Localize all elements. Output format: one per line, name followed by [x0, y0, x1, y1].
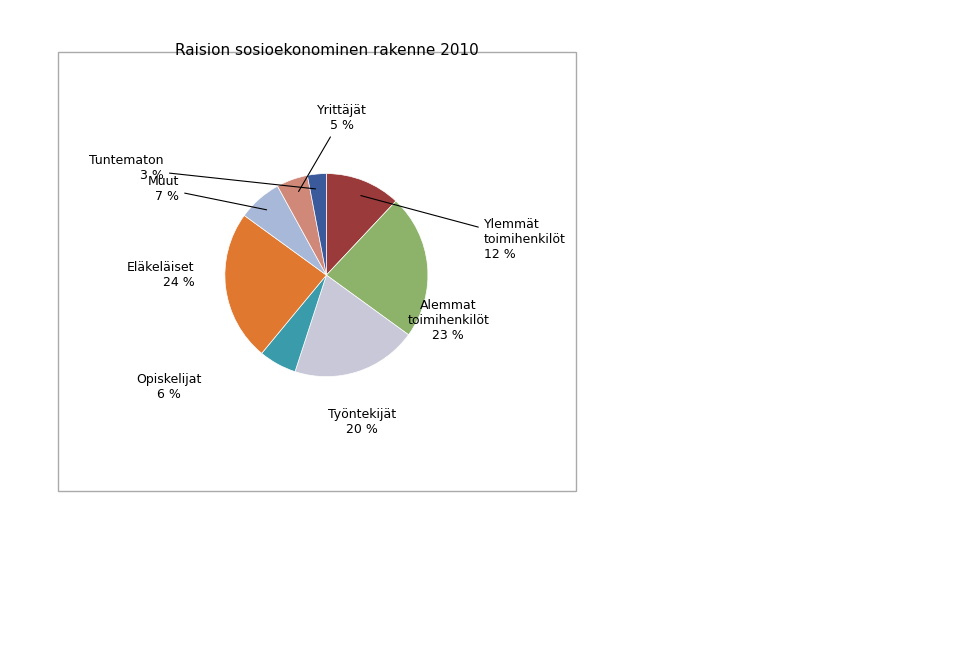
Text: Työntekijät
20 %: Työntekijät 20 % [328, 408, 396, 436]
Text: Alemmat
toimihenkilöt
23 %: Alemmat toimihenkilöt 23 % [407, 299, 490, 343]
Wedge shape [225, 215, 326, 353]
Text: Muut
7 %: Muut 7 % [148, 175, 267, 210]
Wedge shape [244, 186, 326, 275]
Wedge shape [262, 275, 326, 371]
Wedge shape [326, 201, 428, 335]
Wedge shape [295, 275, 409, 377]
Wedge shape [326, 174, 396, 275]
Text: Eläkeläiset
24 %: Eläkeläiset 24 % [127, 261, 195, 289]
Text: Opiskelijat
6 %: Opiskelijat 6 % [136, 373, 202, 401]
Wedge shape [307, 174, 326, 275]
Text: Ylemmät
toimihenkilöt
12 %: Ylemmät toimihenkilöt 12 % [361, 196, 565, 261]
Wedge shape [277, 176, 326, 275]
Text: Yrittäjät
5 %: Yrittäjät 5 % [299, 103, 367, 191]
Text: Tuntematon
3 %: Tuntematon 3 % [89, 155, 316, 189]
Title: Raision sosioekonominen rakenne 2010: Raision sosioekonominen rakenne 2010 [175, 43, 478, 58]
